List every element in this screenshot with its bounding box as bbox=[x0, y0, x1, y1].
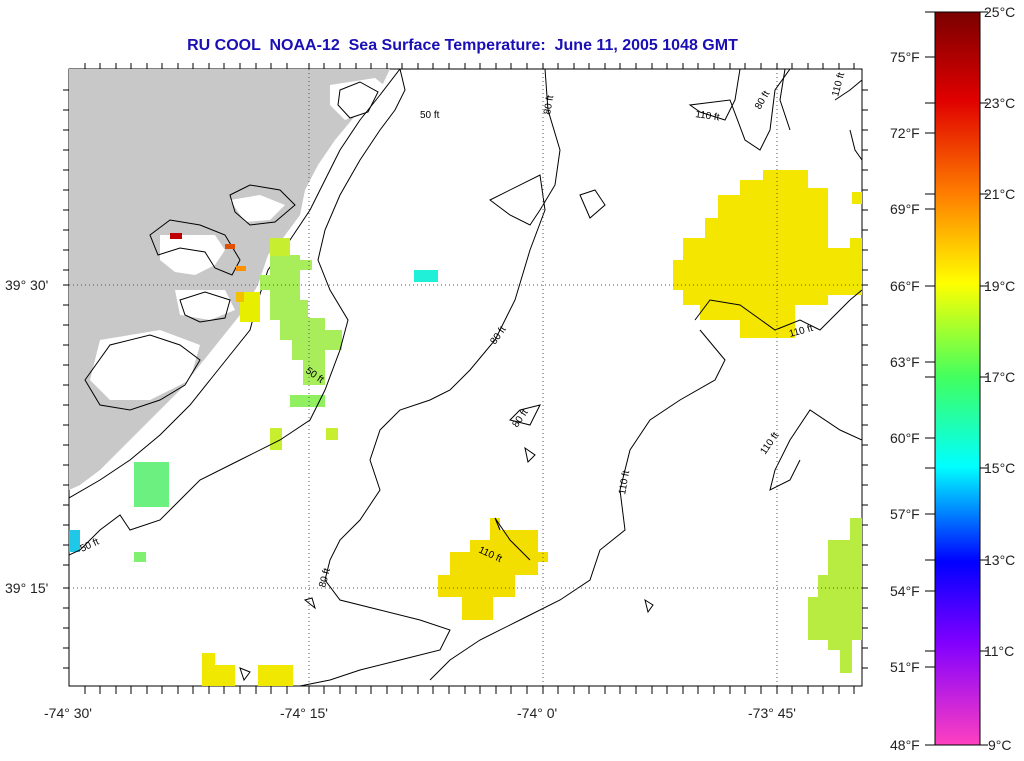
colorbar-f-60: 60°F bbox=[890, 430, 920, 446]
lat-label-2: 39° 15' bbox=[5, 580, 48, 596]
colorbar-c-11: 11°C bbox=[984, 643, 1014, 659]
lon-label-2: -74° 15' bbox=[280, 705, 328, 721]
colorbar-f-66: 66°F bbox=[890, 278, 920, 294]
colorbar-f-72: 72°F bbox=[890, 125, 920, 141]
colorbar-f-51: 51°F bbox=[890, 659, 920, 675]
colorbar-f-57: 57°F bbox=[890, 506, 920, 522]
colorbar-c-19: 19°C bbox=[984, 278, 1015, 294]
colorbar-c-15: 15°C bbox=[984, 460, 1015, 476]
colorbar-f-63: 63°F bbox=[890, 354, 920, 370]
svg-text:50 ft: 50 ft bbox=[420, 110, 440, 121]
svg-text:110 ft: 110 ft bbox=[695, 109, 721, 123]
lon-label-4: -73° 45' bbox=[748, 705, 796, 721]
color-scale-bar: 25°C 23°C 21°C 19°C 17°C 15°C 13°C 11°C … bbox=[890, 4, 1015, 753]
colorbar-f-54: 54°F bbox=[890, 583, 920, 599]
colorbar-f-69: 69°F bbox=[890, 201, 920, 217]
frame-ticks bbox=[63, 63, 868, 694]
colorbar-f-75: 75°F bbox=[890, 49, 920, 65]
lon-label-1: -74° 30' bbox=[44, 705, 92, 721]
colorbar-c-21: 21°C bbox=[984, 186, 1015, 202]
lat-label-1: 39° 30' bbox=[5, 277, 48, 293]
svg-text:110 ft: 110 ft bbox=[617, 469, 632, 495]
svg-text:80 ft: 80 ft bbox=[542, 94, 556, 115]
svg-text:80 ft: 80 ft bbox=[317, 567, 333, 589]
graticule bbox=[69, 69, 862, 686]
bathymetry-contours bbox=[69, 69, 862, 686]
lon-label-3: -74° 0' bbox=[517, 705, 557, 721]
colorbar-c-9: 9°C bbox=[988, 737, 1012, 753]
colorbar-c-25: 25°C bbox=[984, 4, 1015, 20]
colorbar-c-17: 17°C bbox=[984, 369, 1015, 385]
colorbar-c-13: 13°C bbox=[984, 552, 1015, 568]
map-title: RU COOL NOAA-12 Sea Surface Temperature:… bbox=[187, 37, 738, 54]
sst-pixels bbox=[69, 170, 862, 686]
colorbar-f-48: 48°F bbox=[890, 737, 920, 753]
colorbar-c-23: 23°C bbox=[984, 95, 1015, 111]
